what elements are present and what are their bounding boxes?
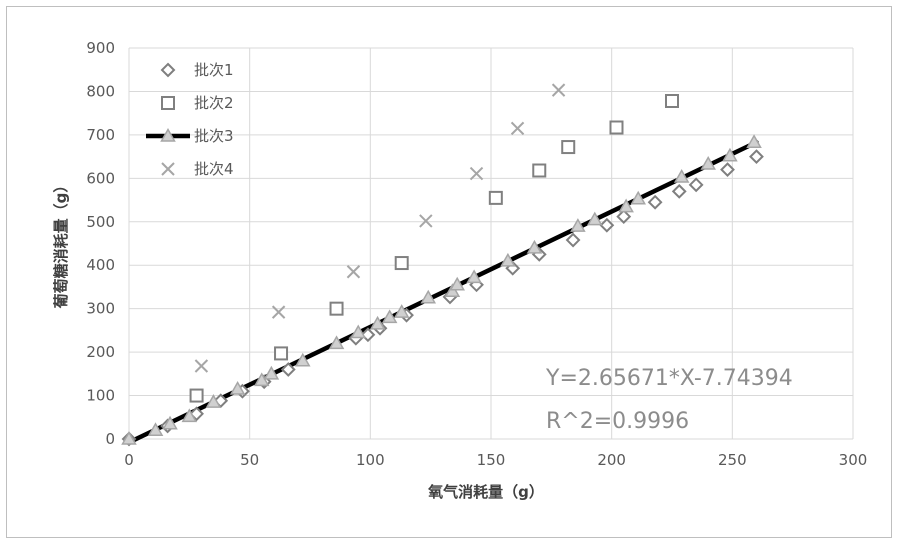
y-tick-label: 100 — [86, 387, 115, 405]
series-1-point — [750, 151, 762, 163]
series-1-point — [601, 219, 613, 231]
y-tick-label: 700 — [86, 126, 115, 144]
series-2-point — [490, 192, 502, 204]
legend: 批次1 批次2 批次3 批次4 — [146, 61, 234, 178]
series-2-point — [562, 141, 574, 153]
equation-label: Y=2.65671*X-7.74394 — [545, 366, 793, 391]
series-4-point — [347, 266, 359, 278]
series-2-point — [191, 390, 203, 402]
series-4-point — [553, 84, 565, 96]
series-1-point — [649, 196, 661, 208]
legend-label-3: 批次3 — [194, 127, 234, 145]
legend-marker-1 — [162, 64, 174, 76]
x-tick-label: 250 — [718, 451, 747, 469]
x-tick-label: 0 — [124, 451, 134, 469]
y-tick-label: 200 — [86, 343, 115, 361]
series-1-point — [722, 164, 734, 176]
series-2-point — [396, 257, 408, 269]
y-axis-title: 葡萄糖消耗量（g） — [52, 178, 70, 310]
x-axis-title: 氧气消耗量（g） — [427, 483, 544, 501]
series-1-point — [673, 185, 685, 197]
legend-label-2: 批次2 — [194, 94, 234, 112]
legend-label-4: 批次4 — [194, 160, 234, 178]
legend-marker-4 — [162, 163, 174, 175]
series-2-point — [275, 347, 287, 359]
y-tick-label: 800 — [86, 82, 115, 100]
series-4-point — [420, 215, 432, 227]
series-4-point — [195, 360, 207, 372]
y-tick-label: 600 — [86, 169, 115, 187]
series-1-point — [618, 211, 630, 223]
series-1-point — [567, 234, 579, 246]
y-tick-label: 500 — [86, 213, 115, 231]
series-4-point — [273, 306, 285, 318]
series-2-point — [610, 122, 622, 134]
y-tick-label: 300 — [86, 300, 115, 318]
y-tick-label: 900 — [86, 39, 115, 57]
series-2-point — [331, 303, 343, 315]
x-tick-label: 300 — [839, 451, 868, 469]
series-4-point — [512, 122, 524, 134]
x-tick-label: 50 — [240, 451, 259, 469]
x-tick-label: 150 — [477, 451, 506, 469]
x-tick-label: 200 — [597, 451, 626, 469]
legend-marker-2 — [162, 97, 174, 109]
y-tick-label: 0 — [105, 430, 115, 448]
series-3-point — [748, 136, 761, 148]
series-2-point — [533, 165, 545, 177]
y-tick-label: 400 — [86, 256, 115, 274]
legend-label-1: 批次1 — [194, 61, 234, 79]
series-1-point — [690, 179, 702, 191]
series-2-point — [666, 95, 678, 107]
series-4-point — [471, 168, 483, 180]
x-tick-label: 100 — [356, 451, 385, 469]
r-squared-label: R^2=0.9996 — [546, 409, 689, 434]
